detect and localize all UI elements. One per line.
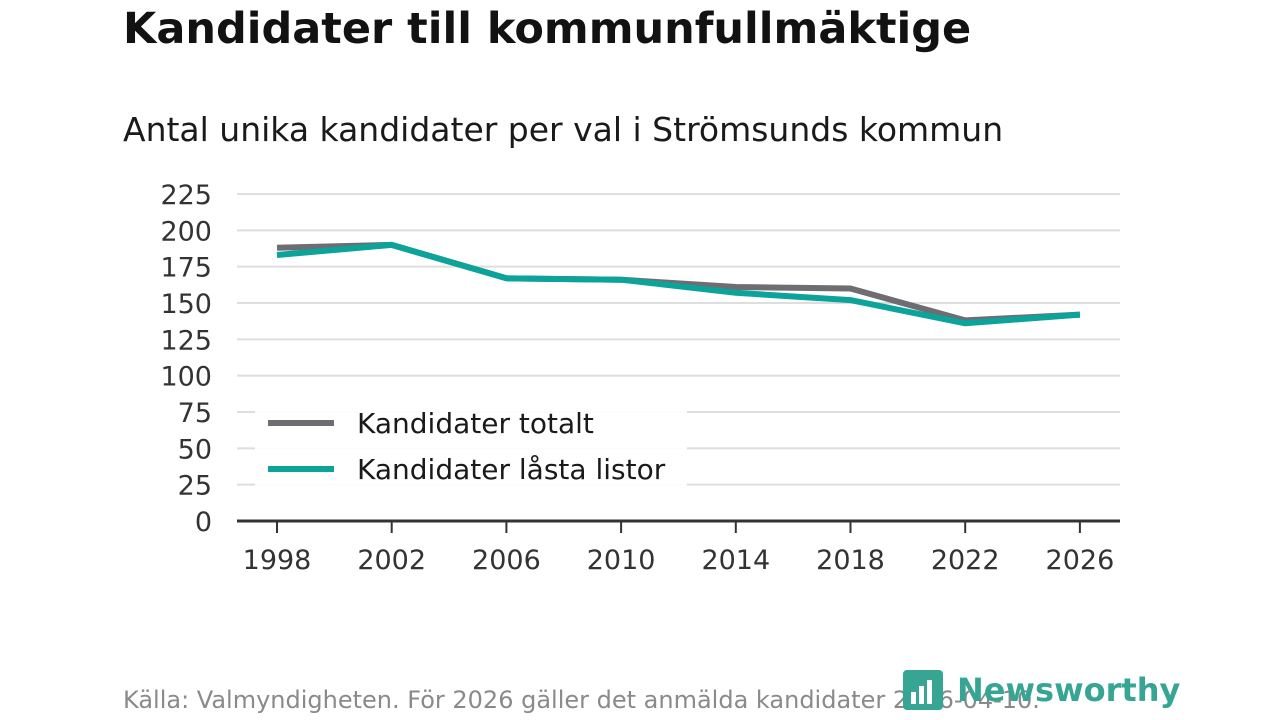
source-footnote: Källa: Valmyndigheten. För 2026 gäller d…	[123, 686, 1040, 714]
newsworthy-logo: Newsworthy	[903, 670, 1180, 710]
y-axis-ticks: 0 25 50 75 100 125 150 175 200 225	[160, 180, 212, 538]
chart-title: Kandidater till kommunfullmäktige	[123, 4, 972, 54]
y-tick-label: 175	[160, 253, 212, 284]
legend-background	[255, 406, 687, 488]
chart-subtitle: Antal unika kandidater per val i Strömsu…	[123, 110, 1004, 149]
x-tick-label: 2006	[472, 545, 541, 576]
bar-chart-icon	[903, 670, 943, 710]
x-axis-ticks: 1998 2002 2006 2010 2014 2018 2022 2026	[243, 521, 1115, 576]
x-tick-label: 2002	[357, 545, 426, 576]
y-tick-label: 125	[160, 325, 212, 356]
y-tick-label: 25	[178, 471, 212, 502]
x-tick-label: 2010	[587, 545, 656, 576]
legend-label: Kandidater låsta listor	[357, 453, 666, 486]
series-lines	[276, 241, 1081, 327]
y-tick-label: 100	[160, 362, 212, 393]
legend: Kandidater totalt Kandidater låsta listor	[255, 406, 687, 488]
y-tick-label: 50	[178, 434, 212, 465]
series-line-1	[276, 241, 1081, 324]
legend-label: Kandidater totalt	[357, 407, 594, 440]
brand-name: Newsworthy	[957, 671, 1181, 709]
x-tick-label: 2014	[701, 545, 770, 576]
x-tick-label: 2022	[931, 545, 1000, 576]
y-tick-label: 225	[160, 180, 212, 211]
x-tick-label: 2026	[1046, 545, 1115, 576]
y-tick-label: 0	[195, 507, 212, 538]
series-line-2	[276, 241, 1081, 327]
x-tick-label: 1998	[243, 545, 312, 576]
y-tick-label: 150	[160, 289, 212, 320]
x-tick-label: 2018	[816, 545, 885, 576]
y-tick-label: 200	[160, 216, 212, 247]
y-tick-label: 75	[178, 398, 212, 429]
